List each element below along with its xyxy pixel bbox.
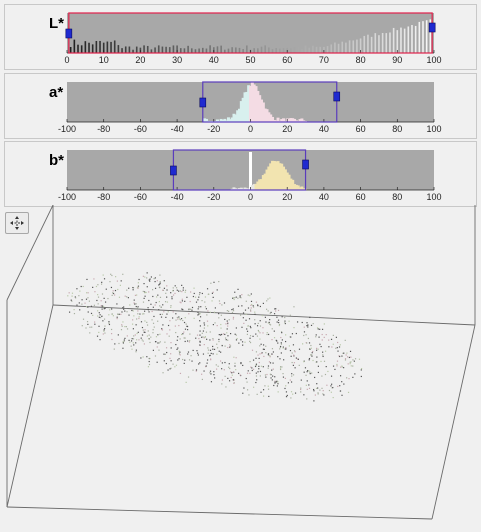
x-tick-label: 20 bbox=[282, 124, 292, 134]
histogram-bars bbox=[203, 82, 308, 122]
histogram-l[interactable]: 0 10 20 30 40 50 60 70 80 90 100 bbox=[5, 5, 478, 71]
x-tick-label: -100 bbox=[58, 124, 76, 134]
x-tick-label: 100 bbox=[426, 192, 441, 202]
x-tick-label: 60 bbox=[356, 124, 366, 134]
x-tick-label: 100 bbox=[426, 124, 441, 134]
x-tick-label: 60 bbox=[282, 55, 292, 65]
axes-box bbox=[6, 205, 476, 520]
x-tick-label: 30 bbox=[172, 55, 182, 65]
rotate-3d-icon bbox=[10, 216, 24, 230]
plot-background bbox=[67, 13, 434, 53]
selection-handle-min[interactable] bbox=[65, 28, 73, 39]
selection-handle-max[interactable] bbox=[428, 22, 436, 33]
x-tick-label: -40 bbox=[171, 124, 184, 134]
histogram-bars bbox=[230, 152, 308, 190]
x-tick-label: -60 bbox=[134, 124, 147, 134]
selection-handle-max[interactable] bbox=[333, 91, 341, 102]
point-cloud bbox=[67, 272, 363, 402]
selection-handle-min[interactable] bbox=[170, 165, 177, 176]
x-tick-label: -80 bbox=[97, 192, 110, 202]
panel-l-channel: L* 0 10 20 30 40 50 60 70 80 90 100 bbox=[4, 4, 477, 70]
x-tick-label: 40 bbox=[209, 55, 219, 65]
x-tick-label: 10 bbox=[99, 55, 109, 65]
x-tick-label: -40 bbox=[171, 192, 184, 202]
panel-b-channel: b* -100 -80 -60 -40 -20 0 20 40 60 80 100 bbox=[4, 141, 477, 207]
selection-handle-min[interactable] bbox=[199, 97, 207, 108]
channel-label-l: L* bbox=[49, 15, 64, 32]
x-tick-label: 50 bbox=[245, 55, 255, 65]
x-tick-label: 20 bbox=[135, 55, 145, 65]
x-tick-label: 40 bbox=[319, 192, 329, 202]
x-tick-label: 80 bbox=[392, 192, 402, 202]
x-tick-label: -60 bbox=[134, 192, 147, 202]
selection-handle-max[interactable] bbox=[302, 159, 309, 170]
x-tick-label: -20 bbox=[207, 124, 220, 134]
x-tick-label: 80 bbox=[392, 124, 402, 134]
x-tick-label: -100 bbox=[58, 192, 76, 202]
channel-label-b: b* bbox=[49, 152, 64, 169]
histogram-b[interactable]: -100 -80 -60 -40 -20 0 20 40 60 80 100 bbox=[5, 142, 478, 208]
x-tick-label: 0 bbox=[64, 55, 69, 65]
x-tick-label: -80 bbox=[97, 124, 110, 134]
x-tick-label: 80 bbox=[356, 55, 366, 65]
x-tick-label: 40 bbox=[319, 124, 329, 134]
x-tick-label: 20 bbox=[282, 192, 292, 202]
rotate-3d-button[interactable] bbox=[5, 212, 29, 234]
x-tick-label: 60 bbox=[356, 192, 366, 202]
histogram-a[interactable]: -100 -80 -60 -40 -20 0 20 40 60 80 100 bbox=[5, 74, 478, 140]
x-tick-label: 0 bbox=[248, 192, 253, 202]
scatter-3d-view[interactable] bbox=[0, 205, 481, 532]
x-tick-label: 0 bbox=[248, 124, 253, 134]
x-tick-label: 100 bbox=[426, 55, 441, 65]
x-tick-label: -20 bbox=[207, 192, 220, 202]
x-tick-label: 90 bbox=[392, 55, 402, 65]
panel-a-channel: a* -100 -80 -60 -40 -20 0 20 40 60 80 100 bbox=[4, 73, 477, 139]
x-tick-label: 70 bbox=[319, 55, 329, 65]
channel-label-a: a* bbox=[49, 84, 64, 101]
